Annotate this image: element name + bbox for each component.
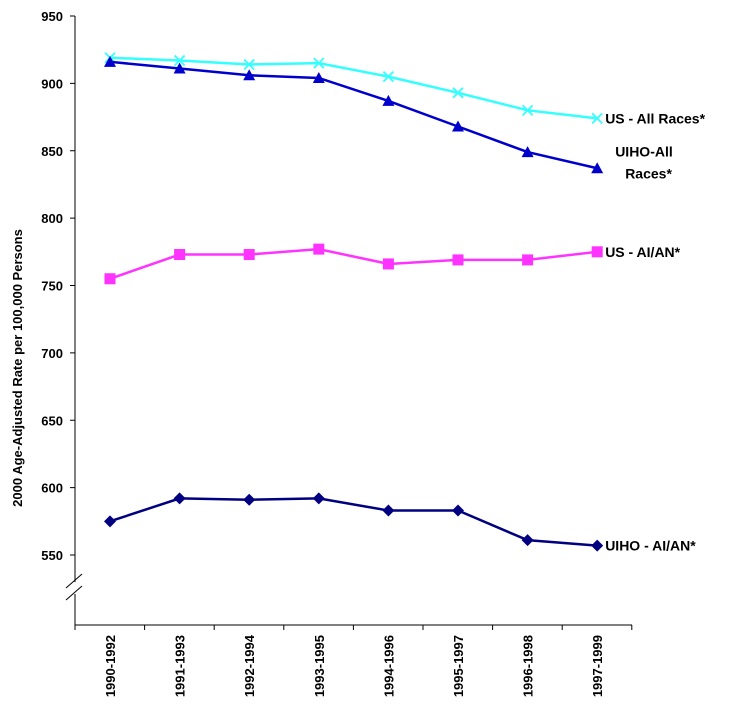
series-label: UIHO - AI/AN* [605, 538, 696, 554]
data-point [313, 57, 325, 69]
series-label: US - AI/AN* [605, 244, 680, 260]
data-point [173, 492, 186, 505]
series-label: US - All Races* [605, 110, 705, 126]
series-line [109, 56, 598, 120]
series-line [109, 497, 598, 547]
x-tick-labels: 1990-1992 1991-1993 1992-1994 1993-1995 1994… [103, 634, 605, 697]
y-tick-label: 950 [41, 9, 63, 24]
data-point [104, 55, 116, 67]
axes [65, 15, 633, 630]
data-point [243, 249, 255, 261]
data-point [591, 162, 604, 174]
y-tick-label: 600 [41, 481, 63, 496]
data-point [452, 87, 464, 99]
data-point [243, 58, 255, 71]
series-2 [104, 55, 604, 174]
data-point [104, 273, 116, 285]
data-point [104, 515, 116, 528]
series-labels: US - All Races* UIHO-All Races* US - AI/AN*… [605, 110, 705, 553]
y-axis-break-mark [65, 585, 83, 601]
data-point [173, 62, 186, 74]
x-tick-label: 1997-1999 [590, 635, 605, 697]
y-axis-title: 2000 Age-Adjusted Rate per 100,000 Perso… [10, 229, 25, 507]
data-point [312, 71, 325, 83]
data-point [382, 504, 395, 517]
data-point [591, 112, 603, 125]
y-tick-label: 900 [41, 76, 63, 91]
data-point [521, 146, 534, 158]
series-layer [104, 52, 604, 552]
data-point [591, 246, 603, 258]
series-label: UIHO-All Races* [615, 143, 673, 181]
series-line [109, 247, 598, 280]
y-tick-label: 700 [41, 346, 63, 361]
y-tick-labels: 550 600 650 700 750 800 850 900 950 [41, 9, 63, 563]
y-tick-label: 800 [41, 211, 63, 226]
data-point [382, 258, 394, 270]
data-point [312, 492, 325, 505]
y-tick-label: 550 [41, 548, 63, 563]
series-line [109, 60, 598, 170]
data-point [452, 120, 464, 132]
data-point [521, 104, 534, 116]
data-point [382, 94, 395, 106]
y-tick-label: 850 [41, 144, 63, 159]
data-point [313, 243, 325, 255]
data-point [243, 69, 256, 81]
x-tick-label: 1992-1994 [242, 634, 257, 697]
data-point [452, 254, 464, 266]
y-tick-label: 650 [41, 413, 63, 428]
data-point [173, 54, 186, 67]
data-point [452, 504, 464, 517]
data-point [521, 534, 534, 547]
data-point [174, 249, 186, 261]
x-tick-label: 1994-1996 [381, 635, 396, 697]
series-4 [104, 492, 604, 552]
y-tick-label: 750 [41, 279, 63, 294]
x-tick-label: 1991-1993 [173, 635, 188, 697]
x-tick-label: 1993-1995 [312, 635, 327, 697]
data-point [591, 539, 604, 552]
x-tick-label: 1995-1997 [451, 635, 466, 697]
series-3 [104, 243, 603, 285]
data-point [382, 71, 395, 83]
y-axis-break-mark [65, 573, 83, 589]
x-tick-label: 1990-1992 [103, 635, 118, 697]
data-point [243, 493, 256, 506]
data-point [522, 254, 534, 266]
x-tick-label: 1996-1998 [521, 635, 536, 697]
